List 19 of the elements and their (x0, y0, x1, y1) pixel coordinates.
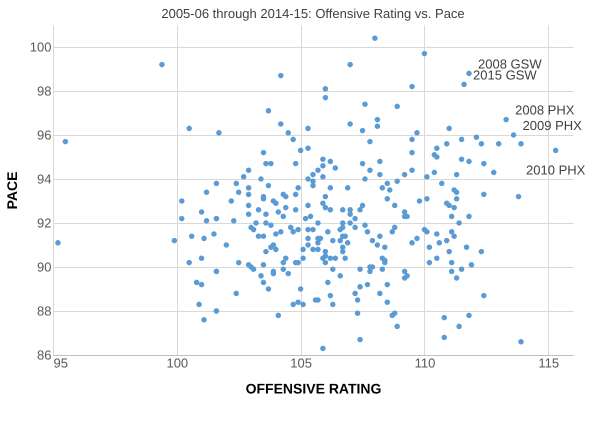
y-tick-label: 94 (37, 172, 52, 186)
x-tick-label: 105 (290, 356, 312, 370)
x-tick-label: 110 (414, 356, 436, 370)
y-axis-title: PACE (4, 172, 20, 210)
annotation: 2008 PHX (515, 102, 575, 118)
y-tick-label: 92 (37, 216, 52, 230)
x-tick-label: 95 (54, 356, 68, 370)
annotation: 2010 PHX (526, 162, 586, 178)
x-tick-label: 100 (166, 356, 188, 370)
x-axis-title: OFFENSIVE RATING (246, 380, 382, 396)
y-tick-label: 100 (30, 40, 52, 54)
annotation: 2009 PHX (522, 118, 582, 133)
y-tick-label: 88 (37, 304, 52, 318)
chart-title: 2005-06 through 2014-15: Offensive Rating vs. Pace (161, 6, 465, 21)
y-tick-label: 90 (37, 260, 52, 274)
y-tick-label: 98 (37, 84, 52, 98)
x-tick-label: 115 (538, 356, 560, 370)
y-tick-label: 96 (37, 128, 52, 142)
y-tick-label: 86 (37, 348, 52, 362)
